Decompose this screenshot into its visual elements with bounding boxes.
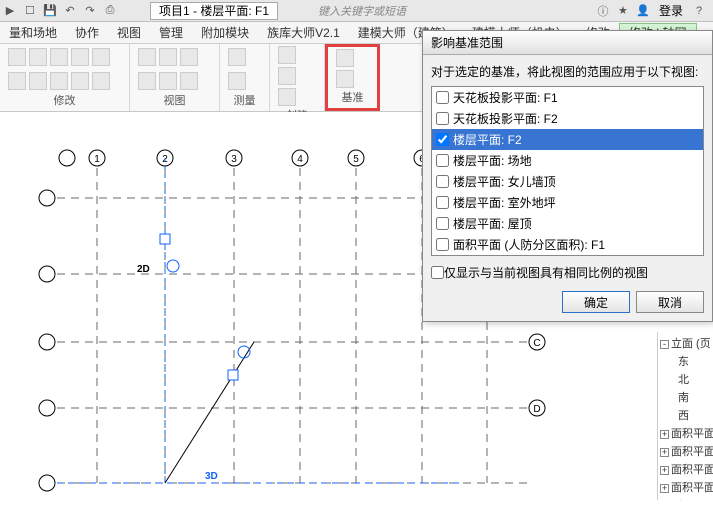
- print-icon[interactable]: ⎙: [102, 3, 118, 19]
- ribbon-group-创建: 创建: [270, 44, 325, 111]
- app-icon: ▶: [2, 3, 18, 19]
- tree-item[interactable]: 北: [660, 370, 711, 388]
- user-icon[interactable]: 👤: [635, 3, 651, 19]
- ribbon-tool-icon[interactable]: [138, 72, 156, 90]
- menu-tab[interactable]: 视图: [108, 24, 150, 41]
- view-list-item[interactable]: 天花板投影平面: F2: [432, 108, 703, 129]
- ribbon-tool-icon[interactable]: [159, 48, 177, 66]
- view-list-item[interactable]: 楼层平面: 场地: [432, 150, 703, 171]
- ribbon-tool-icon[interactable]: [180, 72, 198, 90]
- ribbon-tool-icon[interactable]: [50, 48, 68, 66]
- view-list-item[interactable]: 面积平面 (人防分区面积): F2: [432, 255, 703, 256]
- ribbon-tool-icon[interactable]: [8, 72, 26, 90]
- ribbon-tool-icon[interactable]: [180, 48, 198, 66]
- ribbon-group-label: 测量: [234, 91, 256, 109]
- tree-item[interactable]: +面积平面: [660, 442, 711, 460]
- undo-icon[interactable]: ↶: [62, 3, 78, 19]
- cancel-button[interactable]: 取消: [636, 291, 704, 313]
- same-scale-checkbox[interactable]: 仅显示与当前视图具有相同比例的视图: [431, 264, 704, 281]
- tree-item[interactable]: 东: [660, 352, 711, 370]
- ribbon-group-label: 视图: [164, 91, 186, 109]
- menu-tab[interactable]: 附加模块: [192, 24, 258, 41]
- tree-item[interactable]: 西: [660, 406, 711, 424]
- ribbon-tool-icon[interactable]: [50, 72, 68, 90]
- propagate-extents-dialog: 影响基准范围 对于选定的基准，将此视图的范围应用于以下视图: 天花板投影平面: …: [422, 30, 713, 322]
- ribbon-tool-icon[interactable]: [138, 48, 156, 66]
- login-link[interactable]: 登录: [659, 2, 683, 19]
- svg-text:C: C: [533, 338, 540, 349]
- ribbon-tool-icon[interactable]: [29, 72, 47, 90]
- ribbon-group-视图: 视图: [130, 44, 220, 111]
- star-icon[interactable]: ★: [615, 3, 631, 19]
- tree-item[interactable]: 南: [660, 388, 711, 406]
- view-list-item[interactable]: 楼层平面: F2: [432, 129, 703, 150]
- redo-icon[interactable]: ↷: [82, 3, 98, 19]
- ribbon-tool-icon[interactable]: [336, 70, 354, 88]
- tree-item[interactable]: 图例: [660, 496, 711, 500]
- tree-item[interactable]: +面积平面: [660, 424, 711, 442]
- ribbon-group-测量: 测量: [220, 44, 270, 111]
- ribbon-group-label: 基准: [342, 88, 364, 106]
- svg-text:3D: 3D: [205, 471, 218, 482]
- menu-tab[interactable]: 量和场地: [0, 24, 66, 41]
- ribbon-tool-icon[interactable]: [71, 48, 89, 66]
- dialog-prompt: 对于选定的基准，将此视图的范围应用于以下视图:: [431, 63, 704, 80]
- ribbon-group-label: 修改: [54, 91, 76, 109]
- quick-access-toolbar: ▶ ☐ 💾 ↶ ↷ ⎙ 项目1 - 楼层平面: F1 键入关键字或短语 ⓘ ★ …: [0, 0, 713, 22]
- ribbon-group-修改: 修改: [0, 44, 130, 111]
- view-list-item[interactable]: 面积平面 (人防分区面积): F1: [432, 234, 703, 255]
- tree-item[interactable]: -立面 (页: [660, 334, 711, 352]
- svg-text:D: D: [533, 404, 540, 415]
- ribbon-tool-icon[interactable]: [92, 48, 110, 66]
- svg-text:3: 3: [231, 154, 237, 165]
- ribbon-tool-icon[interactable]: [278, 88, 296, 106]
- ribbon-tool-icon[interactable]: [71, 72, 89, 90]
- project-browser[interactable]: -立面 (页东北南西+面积平面+面积平面+面积平面+面积平面图例+明细表图纸 (…: [657, 332, 713, 500]
- ribbon-tool-icon[interactable]: [29, 48, 47, 66]
- ribbon-tool-icon[interactable]: [159, 72, 177, 90]
- dialog-title: 影响基准范围: [423, 31, 712, 55]
- menu-tab[interactable]: 管理: [150, 24, 192, 41]
- menu-tab[interactable]: 协作: [66, 24, 108, 41]
- ribbon-group-基准: 基准: [325, 44, 380, 111]
- view-list-item[interactable]: 楼层平面: 室外地坪: [432, 192, 703, 213]
- info-icon[interactable]: ⓘ: [595, 3, 611, 19]
- ribbon-tool-icon[interactable]: [228, 48, 246, 66]
- view-list-item[interactable]: 楼层平面: 女儿墙顶: [432, 171, 703, 192]
- view-list-item[interactable]: 天花板投影平面: F1: [432, 87, 703, 108]
- svg-text:5: 5: [353, 154, 359, 165]
- view-list-item[interactable]: 楼层平面: 屋顶: [432, 213, 703, 234]
- open-icon[interactable]: ☐: [22, 3, 38, 19]
- svg-text:4: 4: [297, 154, 303, 165]
- svg-text:2D: 2D: [137, 264, 150, 275]
- ok-button[interactable]: 确定: [562, 291, 630, 313]
- tree-item[interactable]: +面积平面: [660, 460, 711, 478]
- save-icon[interactable]: 💾: [42, 3, 58, 19]
- document-tab[interactable]: 项目1 - 楼层平面: F1: [150, 2, 278, 20]
- ribbon-tool-icon[interactable]: [228, 72, 246, 90]
- ribbon-tool-icon[interactable]: [8, 48, 26, 66]
- tree-item[interactable]: +面积平面: [660, 478, 711, 496]
- ribbon-tool-icon[interactable]: [278, 46, 296, 64]
- svg-text:1: 1: [94, 154, 100, 165]
- ribbon-tool-icon[interactable]: [278, 67, 296, 85]
- ribbon-tool-icon[interactable]: [92, 72, 110, 90]
- ribbon-tool-icon[interactable]: [336, 49, 354, 67]
- search-hint[interactable]: 键入关键字或短语: [318, 3, 406, 19]
- help-icon[interactable]: ?: [691, 3, 707, 19]
- menu-tab[interactable]: 族库大师V2.1: [258, 24, 349, 41]
- view-list[interactable]: 天花板投影平面: F1天花板投影平面: F2楼层平面: F2楼层平面: 场地楼层…: [431, 86, 704, 256]
